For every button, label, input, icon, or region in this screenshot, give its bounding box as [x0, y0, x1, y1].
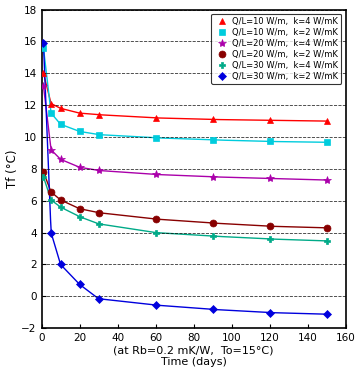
Q/L=30 W/m,  k=2 W/mK [153, 303, 158, 307]
Q/L=20 W/m,  k=2 W/mK [325, 226, 329, 230]
Q/L=10 W/m,  k=4 W/mK [325, 119, 329, 123]
Q/L=30 W/m,  k=2 W/mK [210, 307, 215, 312]
Q/L=20 W/m,  k=4 W/mK [58, 157, 63, 162]
Q/L=10 W/m,  k=2 W/mK [49, 111, 53, 115]
Legend: Q/L=10 W/m,  k=4 W/mK, Q/L=10 W/m,  k=2 W/mK, Q/L=20 W/m,  k=4 W/mK, Q/L=20 W/m,: Q/L=10 W/m, k=4 W/mK, Q/L=10 W/m, k=2 W/… [211, 14, 342, 84]
Q/L=30 W/m,  k=2 W/mK [41, 41, 45, 45]
Q/L=30 W/m,  k=4 W/mK [268, 237, 272, 241]
Q/L=30 W/m,  k=4 W/mK [325, 239, 329, 243]
Q/L=10 W/m,  k=4 W/mK [41, 71, 45, 75]
Q/L=10 W/m,  k=2 W/mK [58, 122, 63, 126]
Line: Q/L=30 W/m,  k=4 W/mK: Q/L=30 W/m, k=4 W/mK [40, 173, 330, 244]
Q/L=20 W/m,  k=4 W/mK [210, 175, 215, 179]
Q/L=20 W/m,  k=2 W/mK [153, 217, 158, 221]
Q/L=20 W/m,  k=4 W/mK [77, 165, 82, 169]
Q/L=30 W/m,  k=4 W/mK [41, 175, 45, 179]
Q/L=30 W/m,  k=2 W/mK [268, 310, 272, 315]
Q/L=10 W/m,  k=2 W/mK [96, 132, 101, 137]
Q/L=30 W/m,  k=4 W/mK [210, 234, 215, 238]
Line: Q/L=20 W/m,  k=4 W/mK: Q/L=20 W/m, k=4 W/mK [39, 82, 331, 184]
Q/L=10 W/m,  k=2 W/mK [268, 139, 272, 144]
Q/L=30 W/m,  k=2 W/mK [77, 282, 82, 286]
Q/L=20 W/m,  k=2 W/mK [268, 224, 272, 229]
Q/L=30 W/m,  k=4 W/mK [96, 222, 101, 226]
Q/L=10 W/m,  k=2 W/mK [325, 140, 329, 144]
Line: Q/L=10 W/m,  k=4 W/mK: Q/L=10 W/m, k=4 W/mK [40, 70, 330, 125]
Q/L=30 W/m,  k=4 W/mK [77, 214, 82, 219]
Line: Q/L=30 W/m,  k=2 W/mK: Q/L=30 W/m, k=2 W/mK [41, 40, 329, 317]
Q/L=20 W/m,  k=4 W/mK [41, 84, 45, 88]
X-axis label: (at Rb=0.2 mK/W,  To=15°C)
Time (days): (at Rb=0.2 mK/W, To=15°C) Time (days) [113, 346, 274, 367]
Q/L=20 W/m,  k=2 W/mK [58, 198, 63, 202]
Q/L=30 W/m,  k=4 W/mK [49, 198, 53, 202]
Q/L=30 W/m,  k=2 W/mK [325, 312, 329, 316]
Q/L=10 W/m,  k=4 W/mK [96, 113, 101, 117]
Q/L=20 W/m,  k=4 W/mK [153, 172, 158, 177]
Q/L=30 W/m,  k=4 W/mK [153, 231, 158, 235]
Line: Q/L=10 W/m,  k=2 W/mK: Q/L=10 W/m, k=2 W/mK [41, 45, 329, 145]
Q/L=10 W/m,  k=2 W/mK [153, 135, 158, 140]
Q/L=10 W/m,  k=2 W/mK [77, 129, 82, 134]
Q/L=20 W/m,  k=2 W/mK [96, 210, 101, 215]
Q/L=10 W/m,  k=4 W/mK [58, 106, 63, 110]
Q/L=20 W/m,  k=4 W/mK [96, 168, 101, 173]
Q/L=10 W/m,  k=2 W/mK [41, 46, 45, 50]
Q/L=20 W/m,  k=4 W/mK [268, 176, 272, 181]
Line: Q/L=20 W/m,  k=2 W/mK: Q/L=20 W/m, k=2 W/mK [40, 169, 330, 231]
Y-axis label: Tf (°C): Tf (°C) [5, 150, 18, 188]
Q/L=10 W/m,  k=4 W/mK [49, 101, 53, 106]
Q/L=30 W/m,  k=4 W/mK [58, 205, 63, 209]
Q/L=20 W/m,  k=4 W/mK [325, 178, 329, 182]
Q/L=20 W/m,  k=2 W/mK [49, 190, 53, 194]
Q/L=20 W/m,  k=4 W/mK [49, 148, 53, 152]
Q/L=10 W/m,  k=4 W/mK [77, 111, 82, 115]
Q/L=30 W/m,  k=2 W/mK [58, 262, 63, 267]
Q/L=20 W/m,  k=2 W/mK [77, 207, 82, 211]
Q/L=20 W/m,  k=2 W/mK [210, 221, 215, 225]
Q/L=30 W/m,  k=2 W/mK [49, 231, 53, 235]
Q/L=10 W/m,  k=4 W/mK [268, 118, 272, 122]
Q/L=30 W/m,  k=2 W/mK [96, 297, 101, 301]
Q/L=10 W/m,  k=2 W/mK [210, 138, 215, 142]
Q/L=10 W/m,  k=4 W/mK [210, 117, 215, 122]
Q/L=20 W/m,  k=2 W/mK [41, 170, 45, 174]
Q/L=10 W/m,  k=4 W/mK [153, 116, 158, 120]
